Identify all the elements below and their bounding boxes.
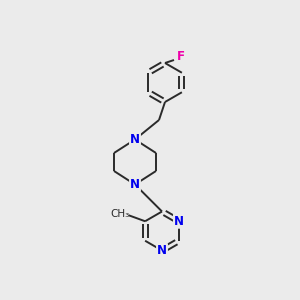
Text: CH₃: CH₃ [111, 209, 130, 219]
Text: F: F [177, 50, 185, 63]
Text: N: N [130, 178, 140, 191]
Text: N: N [130, 133, 140, 146]
Text: N: N [174, 215, 184, 228]
Text: N: N [157, 244, 167, 257]
